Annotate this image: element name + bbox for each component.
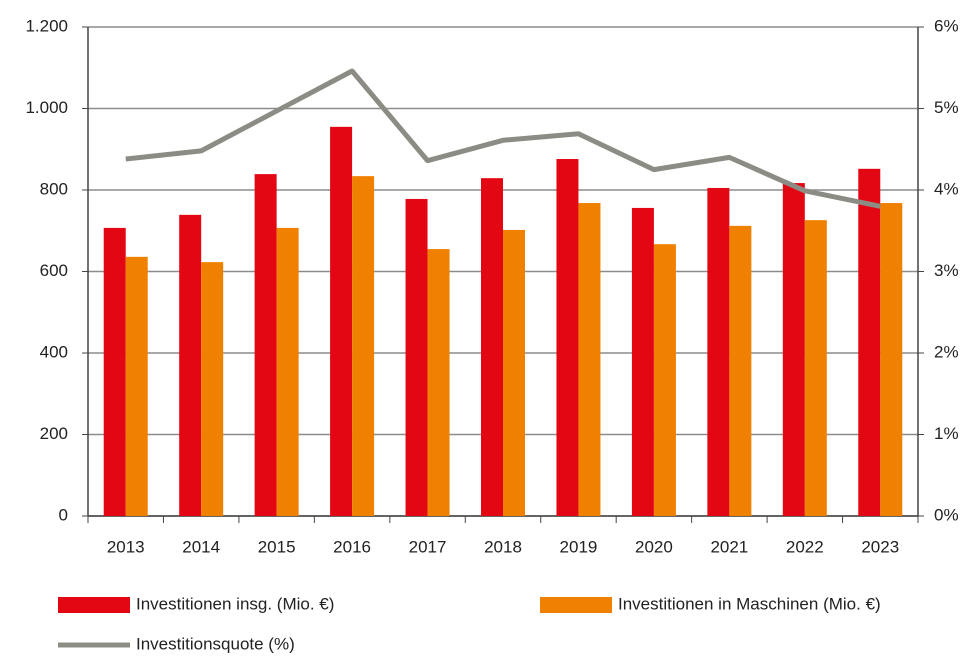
legend-label: Investitionen in Maschinen (Mio. €) (618, 594, 881, 613)
y2-tick-label: 1% (934, 424, 959, 443)
bar (276, 227, 299, 516)
x-tick-label: 2021 (710, 537, 748, 556)
y-tick-label: 400 (40, 342, 68, 361)
y-tick-label: 200 (40, 424, 68, 443)
bar (858, 168, 881, 516)
bar (125, 256, 148, 516)
bar (782, 183, 805, 516)
x-tick-label: 2014 (182, 537, 220, 556)
x-tick-label: 2018 (484, 537, 522, 556)
y2-tick-label: 6% (934, 16, 959, 35)
x-tick-label: 2023 (861, 537, 899, 556)
bar (578, 203, 601, 517)
bar (653, 244, 676, 516)
x-tick-label: 2016 (333, 537, 371, 556)
bar (427, 249, 450, 516)
x-tick-label: 2013 (107, 537, 145, 556)
bar (631, 207, 654, 516)
bar (179, 214, 202, 517)
bar (729, 225, 752, 517)
x-tick-label: 2019 (560, 537, 598, 556)
bar (556, 159, 579, 516)
legend-swatch (58, 597, 130, 613)
y2-tick-label: 3% (934, 261, 959, 280)
bar (481, 178, 503, 516)
bar (880, 203, 903, 517)
bar (352, 176, 375, 516)
legend-label: Investitionen insg. (Mio. €) (136, 594, 334, 613)
y-tick-label: 1.000 (25, 98, 68, 117)
y2-tick-label: 2% (934, 342, 959, 361)
bar (330, 126, 353, 517)
y-tick-label: 800 (40, 179, 68, 198)
x-tick-label: 2020 (635, 537, 673, 556)
bar (707, 187, 730, 516)
legend-swatch (540, 597, 612, 613)
x-tick-label: 2022 (786, 537, 824, 556)
y-tick-label: 0 (59, 505, 68, 524)
bar (804, 220, 827, 516)
x-tick-label: 2017 (409, 537, 447, 556)
y2-tick-label: 5% (934, 98, 959, 117)
line (125, 68, 881, 209)
x-tick-label: 2015 (258, 537, 296, 556)
y2-tick-label: 4% (934, 179, 959, 198)
bar (503, 229, 525, 516)
bar (405, 198, 428, 516)
bar (103, 227, 126, 516)
y-tick-label: 1.200 (25, 16, 68, 35)
legend-label: Investitionsquote (%) (136, 634, 295, 653)
y-tick-label: 600 (40, 261, 68, 280)
bar (254, 174, 277, 517)
bar (201, 262, 224, 516)
y2-tick-label: 0% (934, 505, 959, 524)
